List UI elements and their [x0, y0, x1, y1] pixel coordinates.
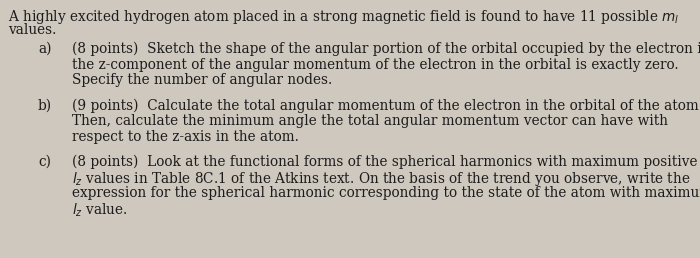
Text: (8 points)  Look at the functional forms of the spherical harmonics with maximum: (8 points) Look at the functional forms …: [72, 155, 697, 170]
Text: expression for the spherical harmonic corresponding to the state of the atom wit: expression for the spherical harmonic co…: [72, 186, 700, 200]
Text: (8 points)  Sketch the shape of the angular portion of the orbital occupied by t: (8 points) Sketch the shape of the angul…: [72, 42, 700, 57]
Text: values.: values.: [8, 23, 57, 37]
Text: Specify the number of angular nodes.: Specify the number of angular nodes.: [72, 73, 332, 87]
Text: Then, calculate the minimum angle the total angular momentum vector can have wit: Then, calculate the minimum angle the to…: [72, 114, 668, 128]
Text: (9 points)  Calculate the total angular momentum of the electron in the orbital : (9 points) Calculate the total angular m…: [72, 99, 700, 113]
Text: A highly excited hydrogen atom placed in a strong magnetic field is found to hav: A highly excited hydrogen atom placed in…: [8, 8, 680, 26]
Text: $l_z$ value.: $l_z$ value.: [72, 201, 127, 219]
Text: respect to the z-axis in the atom.: respect to the z-axis in the atom.: [72, 130, 299, 143]
Text: a): a): [38, 42, 52, 56]
Text: the z-component of the angular momentum of the electron in the orbital is exactl: the z-component of the angular momentum …: [72, 58, 678, 71]
Text: $l_z$ values in Table 8C.1 of the Atkins text. On the basis of the trend you obs: $l_z$ values in Table 8C.1 of the Atkins…: [72, 171, 690, 189]
Text: c): c): [38, 155, 51, 169]
Text: b): b): [38, 99, 52, 112]
